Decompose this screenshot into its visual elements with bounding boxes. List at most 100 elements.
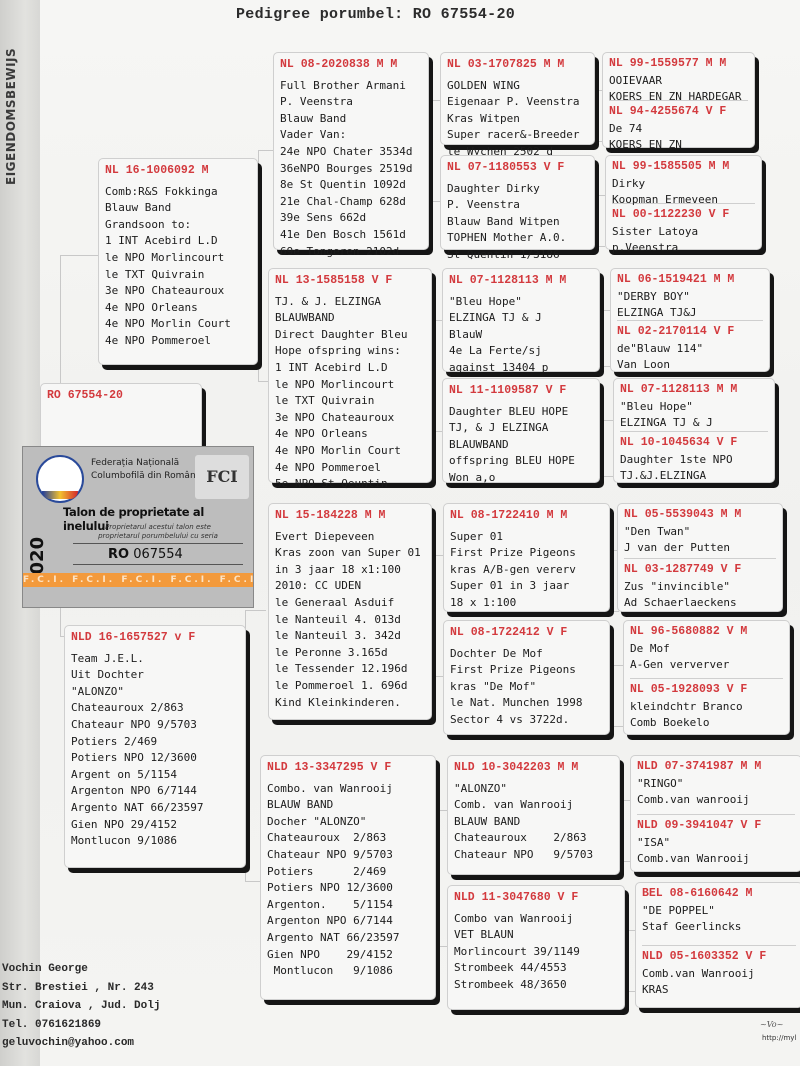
info-line: OOIEVAAR <box>609 74 662 87</box>
info-line: ELZINGA TJ & J <box>449 311 542 325</box>
info-line: Docher "ALONZO" <box>267 814 367 828</box>
sire-entry: NL 99-1559577 M M OOIEVAAR KOERS EN ZN HAR… <box>609 56 748 103</box>
ring-number: NL 07-1128113 M M <box>620 383 738 396</box>
info-line: VET BLAUN <box>454 928 514 942</box>
info-line: le Nanteuil 3. 342d <box>275 629 401 643</box>
info-line: Daughter Dirky <box>447 181 540 195</box>
ring-number: NL 99-1585505 M M <box>612 160 730 173</box>
dam-entry: NL 05-1928093 V F kleindchtr Branco Comb B… <box>630 677 783 732</box>
dam-entry: NL 94-4255674 V F De 74 KOERS EN ZN <box>609 100 748 151</box>
info-line: Chateauroux 2/863 <box>267 831 387 845</box>
ring-number: NL 00-1122230 V F <box>612 207 730 221</box>
ring-number: NL 05-1928093 V F <box>630 682 748 696</box>
info-line: 4e NPO Pommeroel <box>275 460 381 474</box>
info-line: De 74 <box>609 122 643 135</box>
owner-contact: Vochin George Str. Brestiei , Nr. 243 Mu… <box>2 960 160 1053</box>
great-grandparent-box: NL 07-1128113 M M "Bleu Hope" ELZINGA TJ &… <box>442 268 600 374</box>
page-title: Pedigree porumbel: RO 67554-20 <box>236 6 516 23</box>
ring-number: NL 05-5539043 M M <box>624 508 742 521</box>
side-strip-text: EIGENDOMSBEWIJS <box>4 47 18 185</box>
sire-entry: NLD 07-3741987 M M "RINGO" Comb.van wanroo… <box>637 759 795 814</box>
info-line: "Bleu Hope" <box>620 400 693 413</box>
footer-url: http://myl <box>762 1034 797 1042</box>
info-line: Comb.van Wanrooij <box>642 967 755 980</box>
info-line: "ALONZO" <box>454 781 507 795</box>
info-line: "DE POPPEL" <box>642 904 715 917</box>
fci-logo: FCI <box>195 455 249 499</box>
info-line: 18 x 1:100 <box>450 595 517 609</box>
divider <box>73 543 243 544</box>
info-line: le TXT Quivrain <box>275 394 375 408</box>
ancestor-pair-box: NL 06-1519421 M M "DERBY BOY" ELZINGA TJ&J… <box>610 268 770 372</box>
ring-number: NLD 10-3042203 M M <box>454 761 579 774</box>
info-line: TOPHEN Mother A.0. <box>447 231 567 245</box>
info-line: le Pommeroel 1. 696d <box>275 678 408 692</box>
ring-number: NL 02-2170114 V F <box>617 325 735 338</box>
info-line: 4e NPO Orleans <box>105 300 198 314</box>
connector-line <box>600 310 611 367</box>
ring-number: NL 07-1180553 V F <box>447 161 565 174</box>
info-line: Zus "invincible" <box>624 579 730 593</box>
info-line: Potiers NPO 12/3600 <box>71 751 197 765</box>
info-line: Kind Kleinkinderen. <box>275 695 401 709</box>
ring-number: NL 08-2020838 M M <box>280 58 398 71</box>
info-line: Strombeek 44/4553 <box>454 961 567 975</box>
info-line: le Nanteuil 4. 013d <box>275 612 401 626</box>
info-line: 39e Sens 662d <box>280 211 367 225</box>
info-line: 5e NPO St Qeuntin <box>275 477 388 491</box>
owner-street: Str. Brestiei , Nr. 243 <box>2 981 154 994</box>
ring-number: NL 06-1519421 M M <box>617 273 735 286</box>
info-line: KOERS EN ZN HARDEGAR <box>609 90 742 103</box>
sire-entry: NL 06-1519421 M M "DERBY BOY" ELZINGA TJ&J <box>617 272 763 320</box>
owner-phone: Tel. 0761621869 <box>2 1018 102 1031</box>
info-line: TJ.&J.ELZINGA <box>620 468 707 482</box>
info-line: 24e NPO Chater 3534d <box>280 144 413 158</box>
info-line: ELZINGA TJ & J <box>620 416 713 429</box>
info-line: 3e NPO Chateauroux <box>105 284 225 298</box>
info-line: Argento NAT 66/23597 <box>267 930 400 944</box>
ring-number: NL 11-1109587 V F <box>449 384 567 397</box>
info-line: Uit Dochter <box>71 668 144 682</box>
info-line: 4e NPO Morlin Court <box>105 317 231 331</box>
info-line: Comb.van wanrooij <box>637 793 750 806</box>
info-line: Comb:R&S Fokkinga <box>105 184 218 198</box>
ring-prefix: RO <box>108 547 130 562</box>
ring-number: RO 67554-20 <box>47 389 123 402</box>
info-line: Super 01 in 3 jaar <box>450 579 570 593</box>
info-line: le Generaal Asduif <box>275 595 395 609</box>
info-line: "RINGO" <box>637 777 684 790</box>
owner-email: geluvochin@yahoo.com <box>2 1037 135 1050</box>
info-line: Dirky <box>612 177 646 190</box>
owner-city: Mun. Craiova , Jud. Dolj <box>2 1000 161 1013</box>
info-line: 1 INT Acebird L.D <box>105 234 218 248</box>
dam-entry: NL 03-1287749 V F Zus "invincible" Ad Scha… <box>624 557 776 609</box>
info-line: Argenton NPO 6/7144 <box>71 784 197 798</box>
info-line: TJ, & J ELZINGA <box>449 421 549 435</box>
ancestor-pair-box: NLD 07-3741987 M M "RINGO" Comb.van wanroo… <box>630 755 800 872</box>
info-line: Dochter De Mof <box>450 646 543 660</box>
card-subtitle-line1: Proprietarul acestui talon este <box>105 523 211 531</box>
ring-number: NLD 16-1657527 v F <box>71 631 196 644</box>
info-line: Koopman Ermeveen <box>612 193 718 206</box>
great-grandparent-box: NL 08-1722410 M M Super 01 First Prize Pig… <box>443 503 610 612</box>
grandparent-box: NL 13-1585158 V F TJ. & J. ELZINGA BLAUWBA… <box>268 268 432 490</box>
federation-line1: Federația Națională <box>91 458 180 468</box>
info-line: Chateaur NPO 9/5703 <box>267 847 393 861</box>
ring-number: NLD 07-3741987 M M <box>637 760 762 773</box>
sire-entry: BEL 08-6160642 M "DE POPPEL" Staf Geerlinc… <box>642 886 796 945</box>
info-line: 36eNPO Bourges 2519d <box>280 161 413 175</box>
info-line: Van Loon <box>617 358 670 371</box>
ring-number: NL 07-1128113 M M <box>449 274 567 287</box>
federation-name: Federația Națională Columbofilă din Româ… <box>91 457 204 483</box>
ancestor-pair-box: NL 99-1559577 M M OOIEVAAR KOERS EN ZN HAR… <box>602 52 755 151</box>
ring-number: NLD 09-3941047 V F <box>637 818 762 832</box>
info-line: 1 INT Acebird L.D <box>275 360 388 374</box>
info-line: P. Veenstra <box>447 198 520 212</box>
connector-line <box>432 555 443 677</box>
ring-number: NLD 11-3047680 V F <box>454 891 579 904</box>
info-line: Chateauroux 2/863 <box>71 701 184 715</box>
info-line: BLAUW BAND <box>267 798 334 812</box>
great-grandparent-box: NL 03-1707825 M M GOLDEN WING Eigenaar P. … <box>440 52 595 158</box>
ring-number: NL 08-1722410 M M <box>450 509 568 522</box>
federation-line2: Columbofilă din România <box>91 471 204 481</box>
